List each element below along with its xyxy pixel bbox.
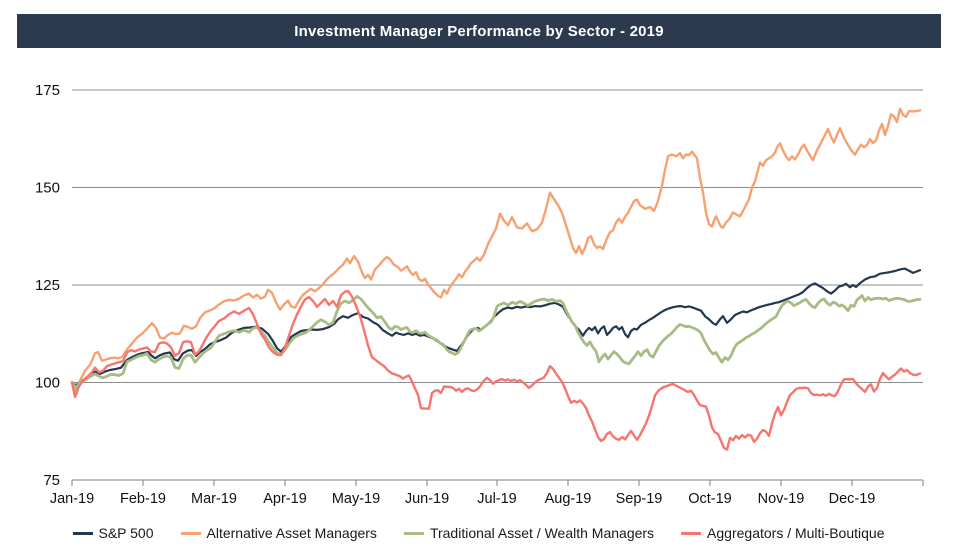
legend-label: Traditional Asset / Wealth Managers	[429, 525, 655, 541]
series-line-s-p-500	[70, 267, 922, 387]
legend-dash-icon	[72, 531, 93, 535]
chart-title-bar: Investment Manager Performance by Sector…	[17, 14, 941, 48]
x-axis-label-Feb-19: Feb-19	[120, 491, 166, 507]
x-axis-label-Jul-19: Jul-19	[477, 491, 517, 507]
page-title: Investment Manager Performance by Sector…	[294, 22, 664, 40]
series-line-aggregators-multi-boutique	[70, 289, 922, 451]
x-axis-label-Apr-19: Apr-19	[263, 491, 307, 507]
x-axis-label-Sep-19: Sep-19	[616, 491, 663, 507]
x-axis-label-May-19: May-19	[332, 491, 380, 507]
x-axis-label-Mar-19: Mar-19	[191, 491, 237, 507]
legend-item-aggregators-multi-boutique: Aggregators / Multi-Boutique	[681, 525, 884, 541]
x-axis-label-Jun-19: Jun-19	[405, 491, 449, 507]
legend-dash-icon	[403, 531, 424, 535]
x-axis-label-Aug-19: Aug-19	[545, 491, 592, 507]
x-axis-label-Nov-19: Nov-19	[758, 491, 805, 507]
legend-label: Alternative Asset Managers	[206, 525, 377, 541]
legend-label: S&P 500	[98, 525, 154, 541]
series-line-alternative-asset-managers	[70, 107, 922, 393]
x-axis-label-Oct-19: Oct-19	[688, 491, 732, 507]
legend-item-alternative-asset-managers: Alternative Asset Managers	[180, 525, 377, 541]
legend-item-s-p-500: S&P 500	[72, 525, 154, 541]
legend-dash-icon	[681, 531, 702, 535]
x-axis-label-Dec-19: Dec-19	[829, 491, 876, 507]
series-line-traditional-asset-wealth-managers	[70, 294, 922, 390]
legend-label: Aggregators / Multi-Boutique	[707, 525, 885, 541]
y-axis-label-175: 175	[35, 82, 60, 99]
legend-dash-icon	[180, 531, 201, 535]
y-axis-label-75: 75	[43, 472, 60, 489]
x-axis-label-Jan-19: Jan-19	[50, 491, 94, 507]
legend-item-traditional-asset-wealth-managers: Traditional Asset / Wealth Managers	[403, 525, 655, 541]
y-axis-label-150: 150	[35, 180, 60, 197]
y-axis-label-100: 100	[35, 375, 60, 392]
chart-legend: S&P 500 Alternative Asset Managers Traditi…	[0, 520, 957, 546]
y-axis-label-125: 125	[35, 277, 60, 294]
